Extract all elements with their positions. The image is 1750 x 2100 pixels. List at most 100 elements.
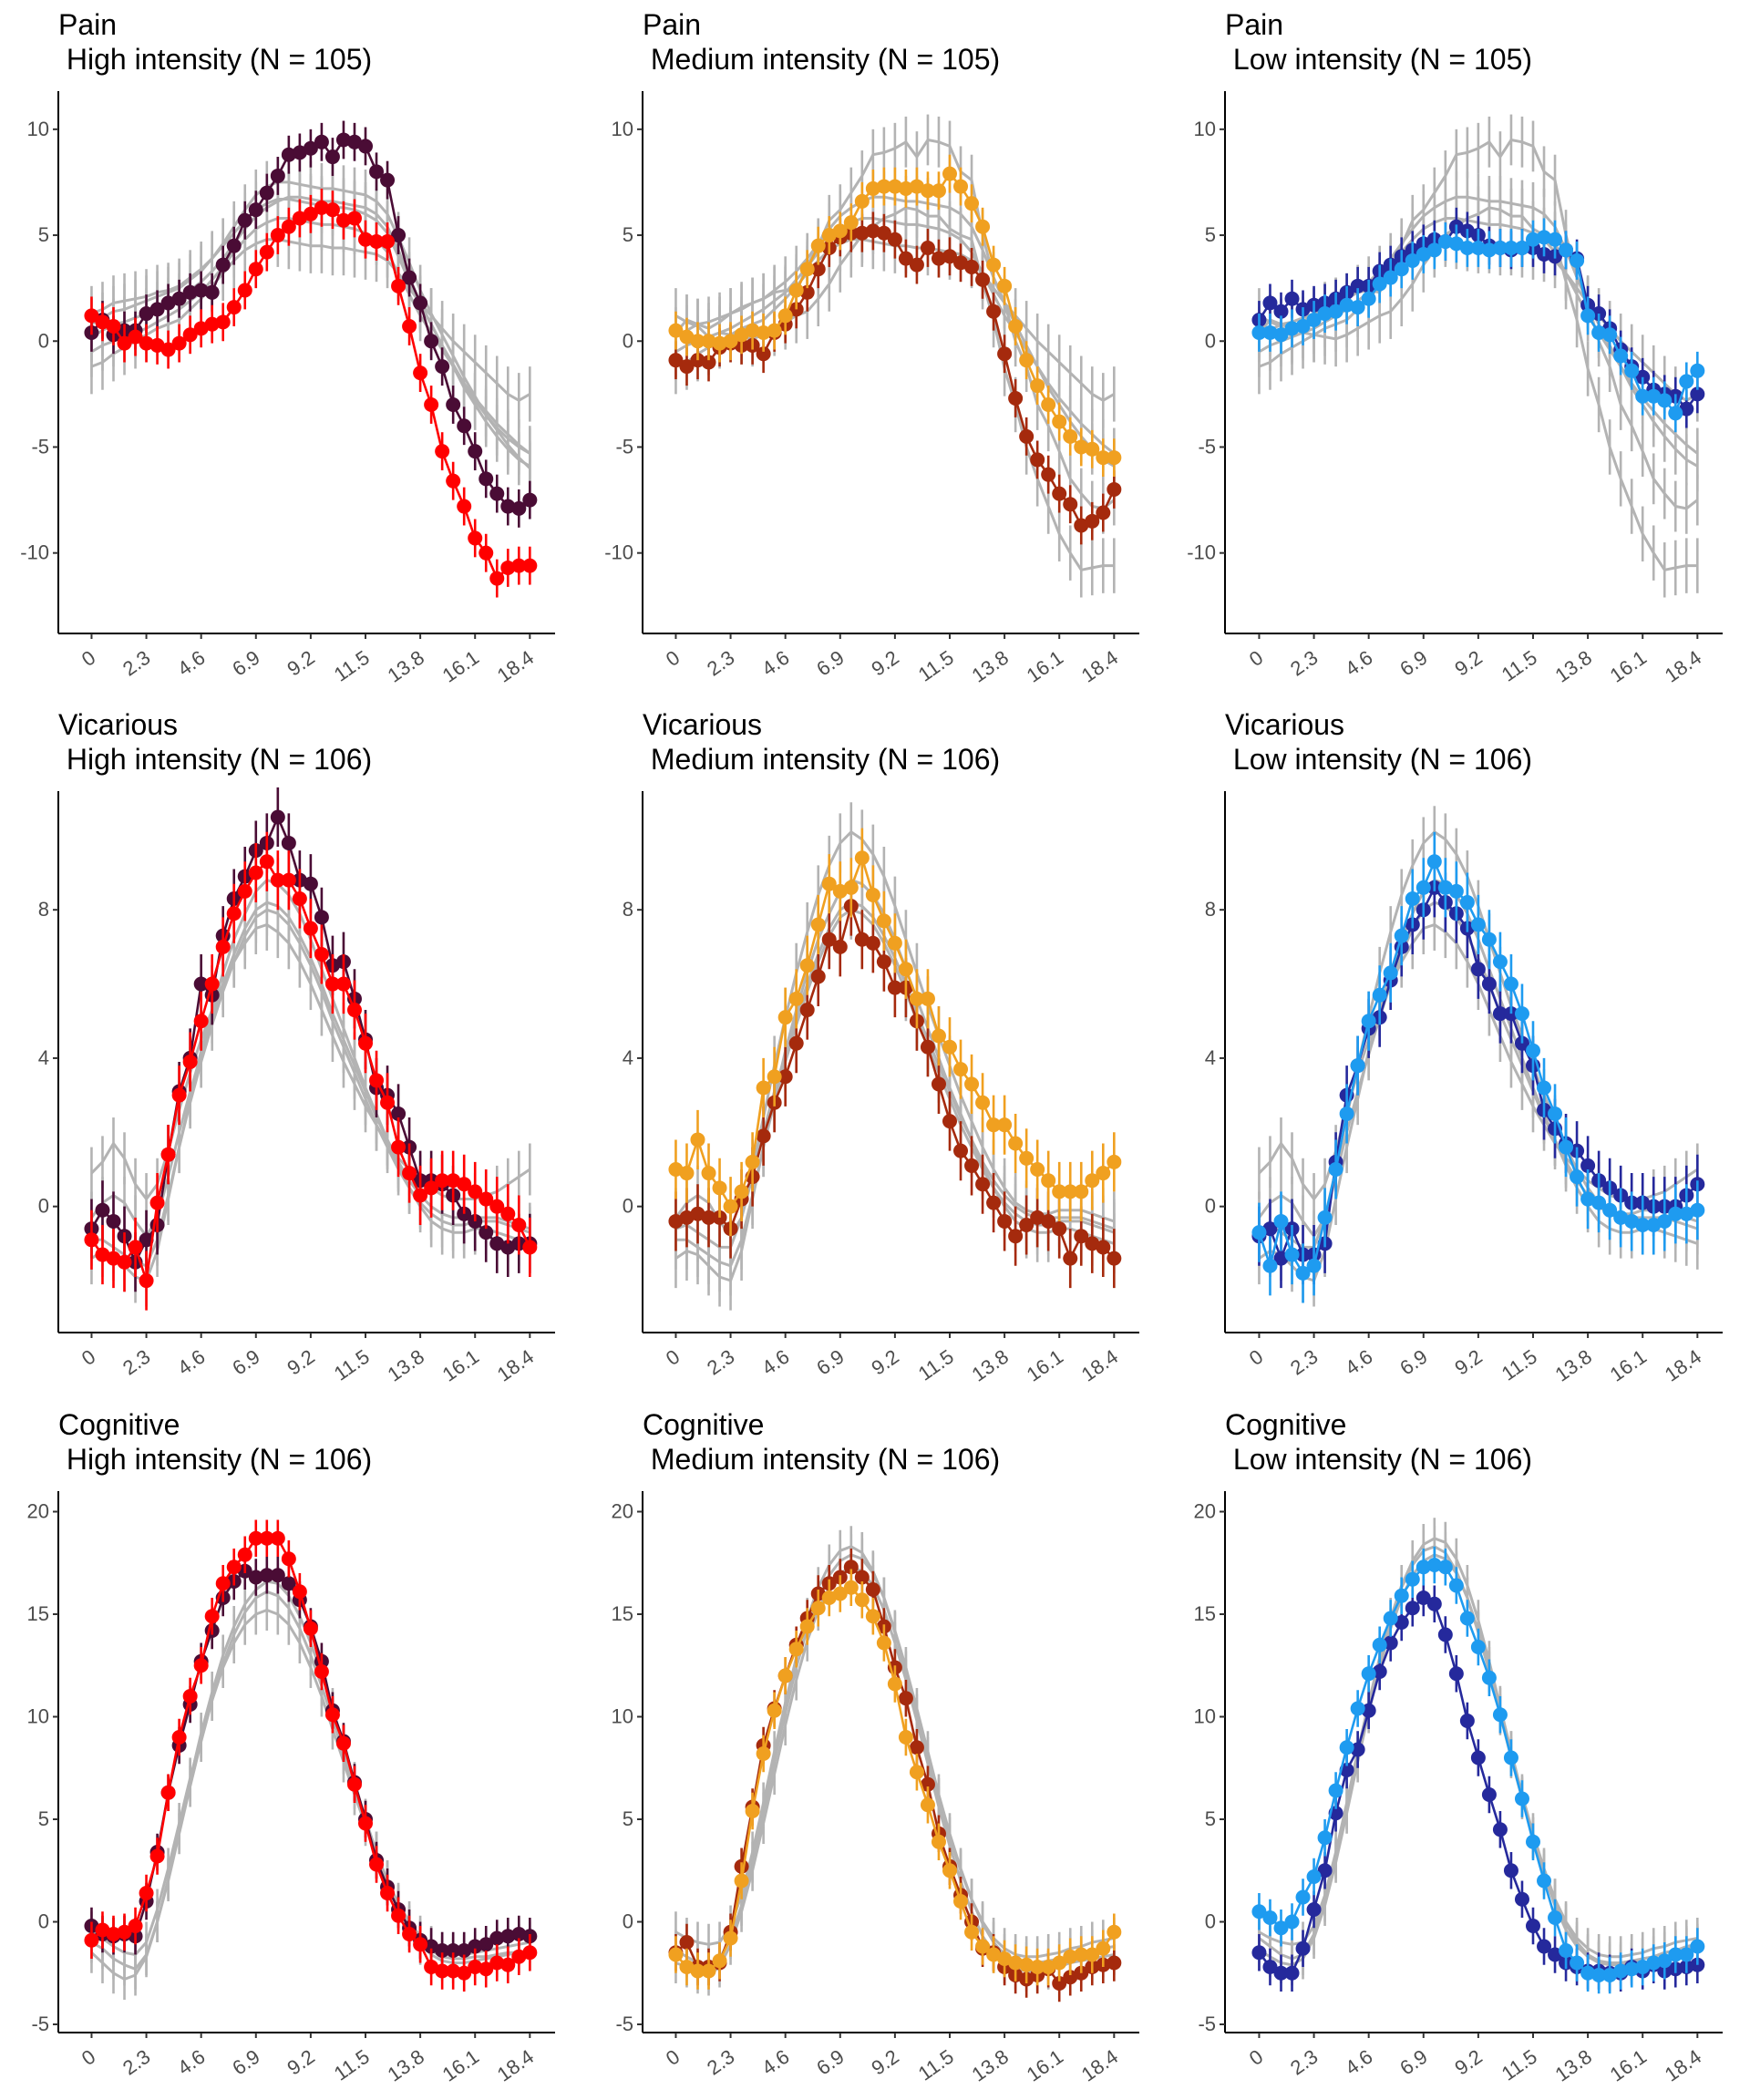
y-tick-label: 10 [27,1705,49,1728]
x-tick-label: 2.3 [703,1345,738,1380]
bright-series-point [723,1199,738,1214]
y-tick-label: 4 [38,1046,49,1069]
bright-series-point [237,1547,252,1562]
x-tick-label: 0 [662,646,684,672]
dark-series-point [270,168,285,183]
x-tick-label: 18.4 [1077,1345,1122,1386]
bright-series-point [1405,252,1420,268]
dark-series-point [964,1158,980,1173]
dark-series-point [701,1210,716,1225]
dark-series-point [942,1114,957,1129]
bright-series-point [457,1965,472,1981]
bright-series-point [1646,1218,1662,1233]
dark-series-point [1470,962,1486,977]
bright-series-point [986,1947,1002,1962]
panel-title-line2: High intensity (N = 105) [58,43,372,76]
dark-series-point [1383,1635,1398,1651]
dark-series-point [909,257,924,273]
y-tick-label: 15 [612,1602,633,1625]
bright-series-point [1613,348,1629,364]
bright-series-point [756,1080,771,1096]
bright-series-point [997,278,1013,293]
x-tick-label: 6.9 [228,2045,263,2080]
bright-series-point [1372,276,1387,292]
bright-series-point [1591,1195,1607,1210]
bright-series-point [281,219,296,234]
bright-series-point [1548,1910,1563,1925]
bright-series-point [369,234,385,250]
bright-series-point [1262,324,1278,340]
dark-series-point [1085,1236,1100,1251]
x-tick-label: 2.3 [118,646,154,681]
bright-series-point [1537,1080,1552,1096]
bright-series-point [1559,1943,1574,1958]
bright-series-point [182,1689,198,1704]
bright-series-point [314,1664,329,1679]
x-tick-label: 16.1 [1606,646,1651,687]
bright-series-point [865,887,880,902]
bright-series-point [346,1776,362,1792]
bright-series-point [106,1251,121,1266]
bright-series-point [1613,1963,1629,1979]
dark-series-point [865,1582,880,1597]
panel-title-line2: Low intensity (N = 106) [1225,1443,1532,1476]
dark-series-point [1041,1213,1056,1229]
dark-series-point [756,1128,771,1144]
bright-series-point [1361,1014,1376,1029]
dark-series-point [1085,513,1100,529]
bright-series-point [511,1949,527,1964]
dark-series-point [1459,1714,1475,1728]
bright-series-point [1537,1873,1552,1889]
bright-series-point [270,1530,285,1546]
bright-series-point [1096,1166,1111,1181]
dark-series-point [489,1930,505,1946]
dark-series-point [986,304,1002,319]
bright-series-point [335,1735,351,1751]
bright-series-point [1525,1043,1540,1058]
y-tick-label: 10 [1194,118,1216,140]
panel-title-line1: Cognitive [1225,1408,1346,1441]
dark-series-point [335,132,351,148]
y-tick-label: -5 [1198,2012,1216,2035]
dark-series-point [457,418,472,434]
panel-title-line1: Vicarious [643,708,762,741]
bright-series-point [259,1530,274,1546]
bright-series-point [292,1584,307,1600]
x-tick-label: 9.2 [1450,2045,1486,2080]
dark-series-point [424,334,439,349]
y-tick-label: 20 [1194,1500,1216,1523]
dark-series-point [1063,1251,1078,1266]
dark-series-point [1481,976,1497,992]
x-tick-label: 18.4 [493,1345,538,1386]
bright-series-point [799,262,815,277]
bright-series-point [986,257,1002,273]
bright-series-point [303,921,318,936]
bright-series-point [1019,1150,1035,1166]
bright-series-point [975,1939,991,1954]
bright-series-point [701,1963,716,1979]
dark-series-point [668,1213,684,1229]
bright-series-point [346,1003,362,1018]
bright-series-point [953,179,969,194]
bright-series-point [357,232,373,247]
bright-series-point [237,883,252,899]
bright-series-point [139,1886,154,1900]
bright-series-point [931,1834,946,1849]
dark-series-point [931,1076,946,1092]
panel-title-line2: High intensity (N = 106) [58,1443,372,1476]
bright-series-point [1580,1965,1596,1981]
bright-series-point [810,238,826,253]
dark-series-point [668,353,684,368]
bright-series-point [788,283,804,298]
y-tick-label: 15 [1194,1602,1216,1625]
bright-series-point [391,1139,407,1155]
dark-series-point [346,134,362,149]
bright-series-point [854,850,870,866]
bright-series-point [1350,1058,1365,1074]
dark-series [84,120,538,528]
bright-series-point [1548,232,1563,247]
panel-title-line1: Pain [1225,8,1283,41]
dark-series-point [679,359,695,375]
